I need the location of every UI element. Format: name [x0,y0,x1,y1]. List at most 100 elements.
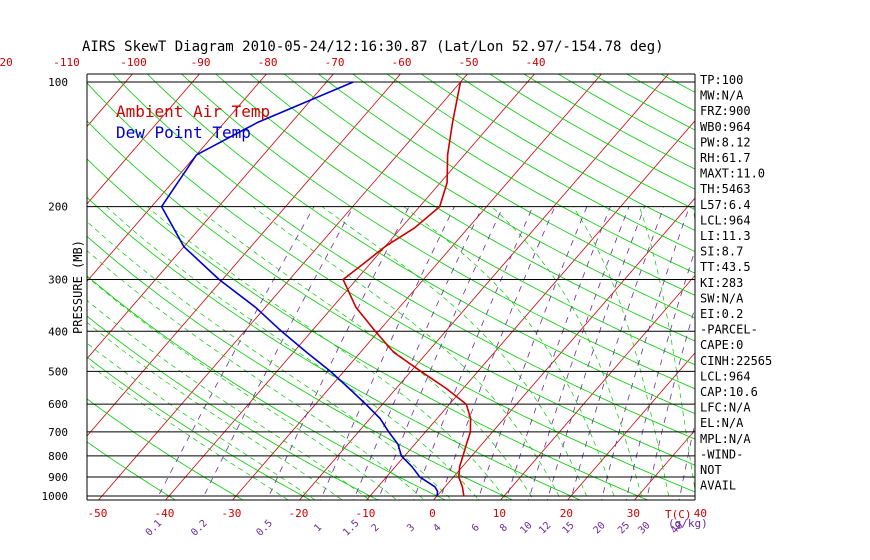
pressure-tick-labels: 100 200 300 400 500 600 700 800 900 1000 [42,76,69,503]
mixing-ratio-label: 15 [561,520,577,536]
mixing-ratio-line [439,206,556,500]
moist-adiabat-line [403,206,616,500]
isotherm-line [165,74,535,500]
pressure-tick-label: 400 [48,325,68,338]
bottom-temp-tick-label: -30 [221,507,241,520]
pressure-tick-label: 800 [48,450,68,463]
mixing-ratio-line [155,206,315,500]
dry-adiabat-line [112,74,695,440]
stats-panel-item: LI:11.3 [700,229,751,243]
mixing-ratio-unit-label: (g/kg) [668,517,708,530]
mixing-ratio-line [505,206,611,500]
stats-panel-item: EL:N/A [700,416,744,430]
dry-adiabat-line [317,74,695,296]
top-temp-tick-label: -100 [120,56,147,69]
stats-panel-item: -WIND- [700,447,743,461]
moist-adiabat-line [639,206,695,492]
dry-adiabat-line [87,120,695,493]
mixing-ratio-line [266,206,410,500]
pressure-grid-lines [87,81,695,497]
bottom-temp-tick-label: -50 [87,507,107,520]
dry-adiabat-line [215,74,695,366]
moist-adiabat-lines [87,206,695,500]
top-temp-tick-label: -90 [191,56,211,69]
mixing-ratio-label: 3 [405,522,417,534]
dry-adiabat-line [87,235,514,500]
isotherm-lines [87,53,870,513]
top-temp-tick-label: -40 [526,56,546,69]
stats-panel-item: AVAIL [700,479,736,493]
mixing-ratio-label: 2 [370,522,382,534]
moist-adiabat-line [106,206,480,500]
stats-panel-item: WB0:964 [700,120,751,134]
top-temp-tick-label: -120 [0,56,13,69]
top-temp-tick-label: -70 [325,56,345,69]
mixing-ratio-line [201,206,354,500]
dry-adiabat-line [249,74,695,342]
mixing-ratio-label: 20 [591,520,607,536]
dry-adiabat-line [660,74,695,93]
pressure-tick-label: 100 [48,76,68,89]
mixing-ratio-labels: 0.1 0.2 0.5 1 1.5 2 3 4 6 8 10 12 15 20 25 30 40 [144,518,686,539]
stats-panel-item: TT:43.5 [700,260,751,274]
stats-panel-item: NOT [700,463,722,477]
mixing-ratio-line [320,206,455,500]
isotherm-line [567,352,695,500]
moist-adiabat-line [87,362,289,500]
stats-panel-item: TP:100 [700,73,743,87]
chart-title: AIRS SkewT Diagram 2010-05-24/12:16:30.8… [82,39,664,55]
isotherm-line [366,120,695,500]
stats-panel-item: LCL:964 [700,213,751,227]
mixing-ratio-label: 0.1 [144,518,165,539]
top-temp-tick-label: -110 [53,56,80,69]
dry-adiabat-line [87,196,582,500]
isotherm-line [757,53,870,513]
top-temp-tick-label: -60 [392,56,412,69]
mixing-ratio-label: 30 [636,520,652,536]
mixing-ratio-line [546,206,645,500]
dry-adiabat-line [386,74,695,253]
dry-adiabat-line [352,74,695,274]
stats-panel-item: CAPE:0 [700,338,743,352]
dry-adiabat-line [420,74,695,231]
dry-adiabat-line [87,398,244,500]
stats-panel-item: -PARCEL- [700,323,758,337]
stats-panel-item: EI:0.2 [700,307,743,321]
bottom-temp-tick-label: 40 [694,507,707,520]
isotherm-line [299,74,669,500]
stats-panel-item: TH:5463 [700,182,751,196]
y-axis-label: PRESSURE (MB) [71,240,85,334]
mixing-ratio-line [353,206,483,500]
dew-point-temp-line [160,81,439,497]
bottom-temp-tick-label: 0 [429,507,436,520]
moist-adiabat-line [252,206,562,500]
top-temp-tick-label: -50 [459,56,479,69]
isotherm-line [500,274,695,500]
isotherm-line [87,74,200,205]
pressure-tick-label: 1000 [42,490,69,503]
stats-panel-item: SI:8.7 [700,245,743,259]
mixing-ratio-label: 6 [470,522,482,534]
stats-panel-item: MPL:N/A [700,432,751,446]
dry-adiabat-line [283,74,695,319]
dry-adiabat-line [87,315,379,500]
pressure-tick-label: 700 [48,426,68,439]
stats-panel-item: LCL:964 [700,369,751,383]
mixing-ratio-lines [155,206,695,500]
top-temp-tick-labels: -120 -110 -100 -90 -80 -70 -60 -50 -40 [0,56,545,69]
moist-adiabat-line [87,300,371,500]
mixing-ratio-label: 1.5 [341,518,362,539]
mixing-ratio-line [477,206,588,500]
mixing-ratio-line [625,249,695,500]
top-temp-tick-label: -80 [258,56,278,69]
mixing-ratio-line [646,306,695,500]
stats-panel-item: MAXT:11.0 [700,167,765,181]
moist-adiabat-line [87,321,343,500]
moist-adiabat-line [146,206,507,500]
dry-adiabat-line [454,74,695,211]
pressure-tick-label: 600 [48,398,68,411]
bottom-temp-tick-label: -10 [355,507,375,520]
stats-panel-item: PW:8.12 [700,135,751,149]
